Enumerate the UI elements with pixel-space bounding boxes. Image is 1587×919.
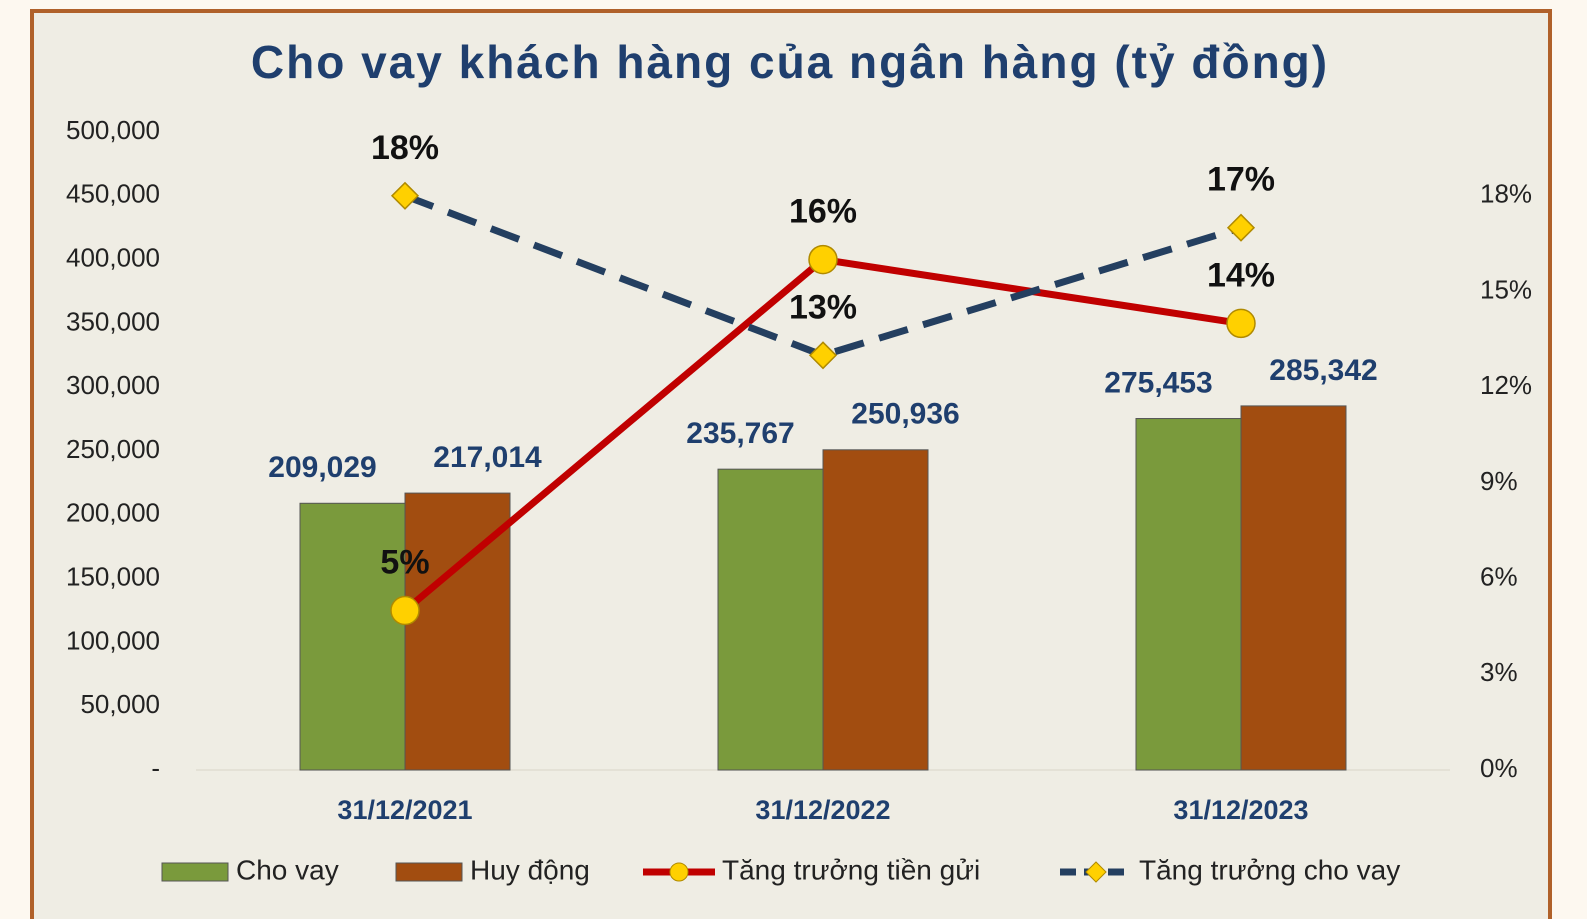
y-tick-label: 200,000	[66, 498, 160, 528]
line-value-label: 13%	[789, 288, 857, 326]
bar-value-label: 275,453	[1104, 366, 1212, 399]
y2-tick-label: 9%	[1480, 466, 1518, 496]
y-tick-label: 500,000	[66, 115, 160, 145]
bar-value-label: 217,014	[433, 441, 542, 474]
bar-value-label: 209,029	[268, 451, 376, 484]
line	[403, 192, 1243, 359]
line-value-label: 18%	[371, 129, 439, 167]
bar	[1240, 405, 1347, 771]
y-tick-label: 400,000	[66, 242, 160, 272]
legend-label: Tăng trưởng tiền gửi	[722, 854, 980, 885]
line-marker	[808, 341, 838, 370]
bar	[822, 449, 929, 771]
legend-swatch	[161, 862, 229, 882]
legend-label: Tăng trưởng cho vay	[1139, 854, 1400, 885]
line-value-label: 5%	[380, 543, 429, 581]
bar-value-label: 250,936	[851, 398, 959, 431]
line-value-label: 16%	[789, 193, 857, 231]
legend-marker	[669, 862, 689, 882]
y2-tick-label: 0%	[1480, 753, 1518, 783]
legend-swatch	[395, 862, 463, 882]
y-tick-label: 450,000	[66, 179, 160, 209]
y2-tick-label: 12%	[1480, 370, 1532, 400]
y2-tick-label: 6%	[1480, 561, 1518, 591]
line-marker	[1226, 308, 1256, 339]
y-tick-label: 300,000	[66, 370, 160, 400]
x-tick-label: 31/12/2021	[337, 795, 472, 825]
y-tick-label: 50,000	[80, 689, 160, 719]
legend-label: Cho vay	[236, 854, 339, 885]
bar	[1135, 418, 1242, 771]
line-marker	[390, 181, 420, 210]
bar	[717, 468, 824, 771]
line-marker	[808, 244, 838, 275]
y2-tick-label: 3%	[1480, 657, 1518, 687]
bar-value-label: 235,767	[686, 417, 794, 450]
x-tick-label: 31/12/2022	[755, 795, 890, 825]
chart-title: Cho vay khách hàng của ngân hàng (tỷ đồn…	[251, 36, 1329, 88]
y-tick-label: 250,000	[66, 434, 160, 464]
y-tick-label: 100,000	[66, 625, 160, 655]
bar-value-label: 285,342	[1269, 354, 1377, 387]
x-tick-label: 31/12/2023	[1173, 795, 1308, 825]
y2-tick-label: 18%	[1480, 179, 1532, 209]
line-marker	[1226, 213, 1256, 242]
line-value-label: 14%	[1207, 256, 1275, 294]
y-tick-label: 350,000	[66, 306, 160, 336]
y-tick-label: 150,000	[66, 561, 160, 591]
legend-label: Huy động	[470, 854, 590, 885]
y-tick-label: -	[151, 753, 160, 783]
bar	[299, 502, 406, 771]
line-value-label: 17%	[1207, 161, 1275, 199]
legend-marker	[1085, 861, 1107, 883]
line-marker	[390, 595, 420, 626]
y2-tick-label: 15%	[1480, 274, 1532, 304]
